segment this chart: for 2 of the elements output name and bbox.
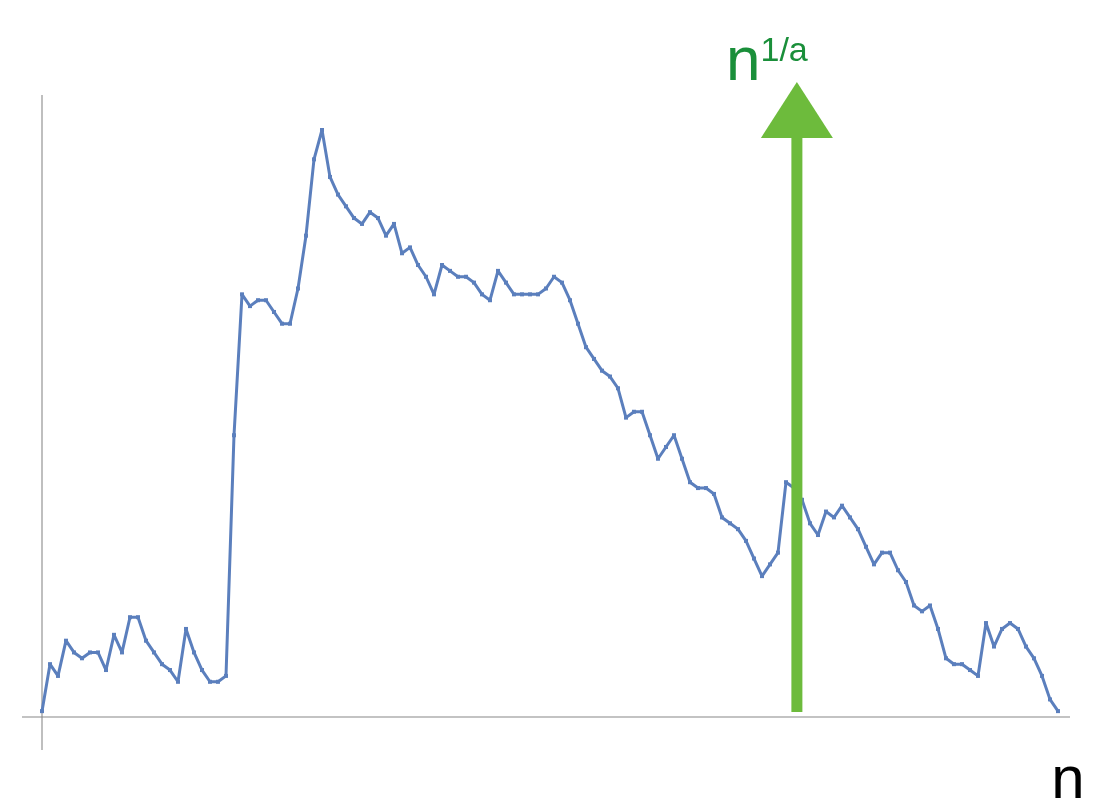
text: n$^{1/a}$ [725, 24, 808, 93]
x-axis-title: n [1051, 744, 1085, 805]
